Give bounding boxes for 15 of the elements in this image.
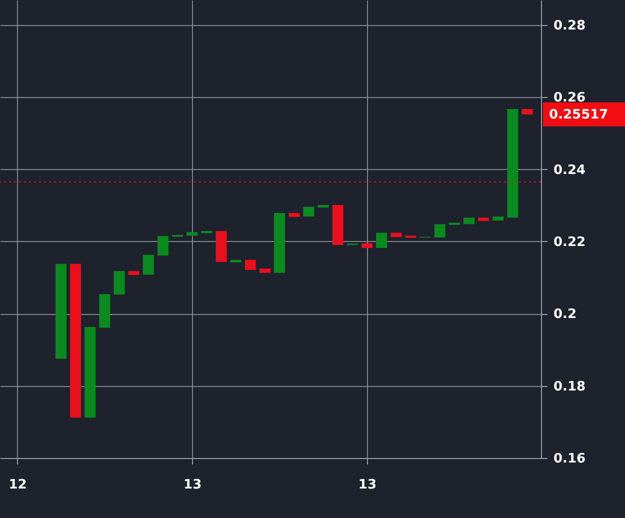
- text: 0.25517: [549, 107, 608, 122]
- x-tick-label: 12: [8, 478, 27, 492]
- y-tick-label: 0.24: [554, 162, 586, 178]
- y-tick-label: 0.2: [554, 307, 577, 322]
- y-tick-label: 0.22: [554, 234, 586, 250]
- y-tick-label: 0.26: [554, 90, 586, 106]
- candlestick: [376, 232, 388, 248]
- candlestick: [434, 224, 446, 238]
- x-tick-label: 13: [184, 478, 202, 492]
- x-tick-label: 13: [358, 478, 377, 492]
- candlestick: [114, 271, 125, 295]
- y-tick-label: 0.18: [554, 379, 586, 394]
- y-tick-label: 0.28: [554, 18, 586, 34]
- candlestick: [157, 236, 168, 256]
- y-tick-label: 0.16: [554, 452, 586, 466]
